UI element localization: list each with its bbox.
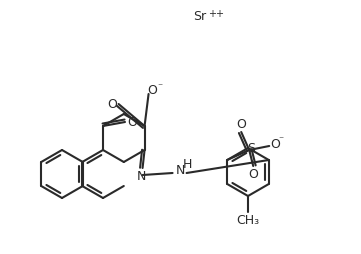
Text: O: O xyxy=(248,167,258,181)
Text: ++: ++ xyxy=(208,9,224,19)
Text: O: O xyxy=(270,137,280,151)
Text: O: O xyxy=(148,84,157,97)
Text: O: O xyxy=(127,116,137,129)
Text: N: N xyxy=(176,164,185,177)
Text: ⁻: ⁻ xyxy=(157,82,162,92)
Text: CH₃: CH₃ xyxy=(236,214,260,227)
Text: Sr: Sr xyxy=(193,10,206,24)
Text: ⁻: ⁻ xyxy=(279,135,284,145)
Text: S: S xyxy=(247,141,255,154)
Text: H: H xyxy=(183,158,192,171)
Text: N: N xyxy=(137,170,146,183)
Text: O: O xyxy=(236,118,246,131)
Text: O: O xyxy=(108,98,118,110)
